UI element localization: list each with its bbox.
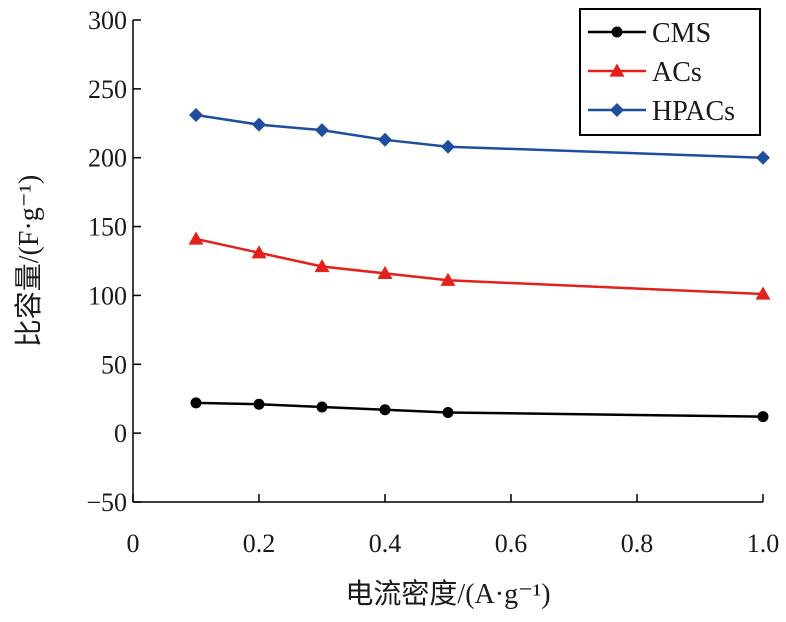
data-point-acs <box>755 286 771 300</box>
y-tick-label: 200 <box>88 144 127 173</box>
series-cms <box>190 397 769 423</box>
series-hpacs <box>189 108 770 165</box>
series-line-hpacs <box>195 113 764 159</box>
y-tick-label: −50 <box>86 488 127 517</box>
y-axis-title: 比容量/(F·g⁻¹) <box>13 175 45 348</box>
series-acs <box>188 231 771 300</box>
data-point-cms <box>442 406 454 418</box>
y-tick-label: 300 <box>88 6 127 35</box>
data-point-acs <box>188 231 204 245</box>
data-point-cms <box>757 411 769 423</box>
series-line-cms <box>195 401 764 418</box>
data-point-acs <box>440 272 456 286</box>
legend-item-cms: CMS <box>588 18 711 49</box>
legend-label-hpacs: HPACs <box>652 96 735 127</box>
x-axis-title: 电流密度/(A·g⁻¹) <box>345 578 550 610</box>
data-point-hpacs <box>315 123 329 138</box>
data-point-hpacs <box>441 139 455 154</box>
legend-label-cms: CMS <box>652 18 711 49</box>
data-point-hpacs <box>756 150 770 165</box>
data-point-hpacs <box>378 132 392 147</box>
y-tick-label: 150 <box>88 213 127 242</box>
x-tick-label: 0.4 <box>369 529 402 558</box>
data-point-cms <box>379 404 391 416</box>
series-layer <box>188 108 771 423</box>
x-tick-label: 1.0 <box>747 529 780 558</box>
legend-marker-acs <box>609 63 625 77</box>
x-tick-label: 0.2 <box>243 529 276 558</box>
data-point-cms <box>190 397 202 409</box>
legend-marker-hpacs <box>610 103 624 117</box>
x-tick-label: 0 <box>127 529 140 558</box>
data-point-cms <box>253 398 265 410</box>
x-tick-label: 0.6 <box>495 529 528 558</box>
y-tick-label: 250 <box>88 75 127 104</box>
series-line-acs <box>195 237 764 296</box>
data-point-acs <box>377 265 393 280</box>
legend-item-acs: ACs <box>588 57 702 88</box>
legend-label-acs: ACs <box>652 57 702 88</box>
legend: CMS ACs HPACs <box>579 8 761 136</box>
data-point-acs <box>314 259 330 273</box>
y-tick-label: 0 <box>114 419 127 448</box>
y-tick-label: 50 <box>101 350 127 379</box>
data-point-acs <box>251 245 267 259</box>
y-tick-label: 100 <box>88 281 127 310</box>
legend-marker-cms <box>611 26 623 38</box>
data-point-cms <box>316 401 328 413</box>
x-tick-label: 0.8 <box>621 529 654 558</box>
data-point-hpacs <box>252 117 266 132</box>
legend-item-hpacs: HPACs <box>588 96 735 127</box>
data-point-hpacs <box>189 108 203 123</box>
